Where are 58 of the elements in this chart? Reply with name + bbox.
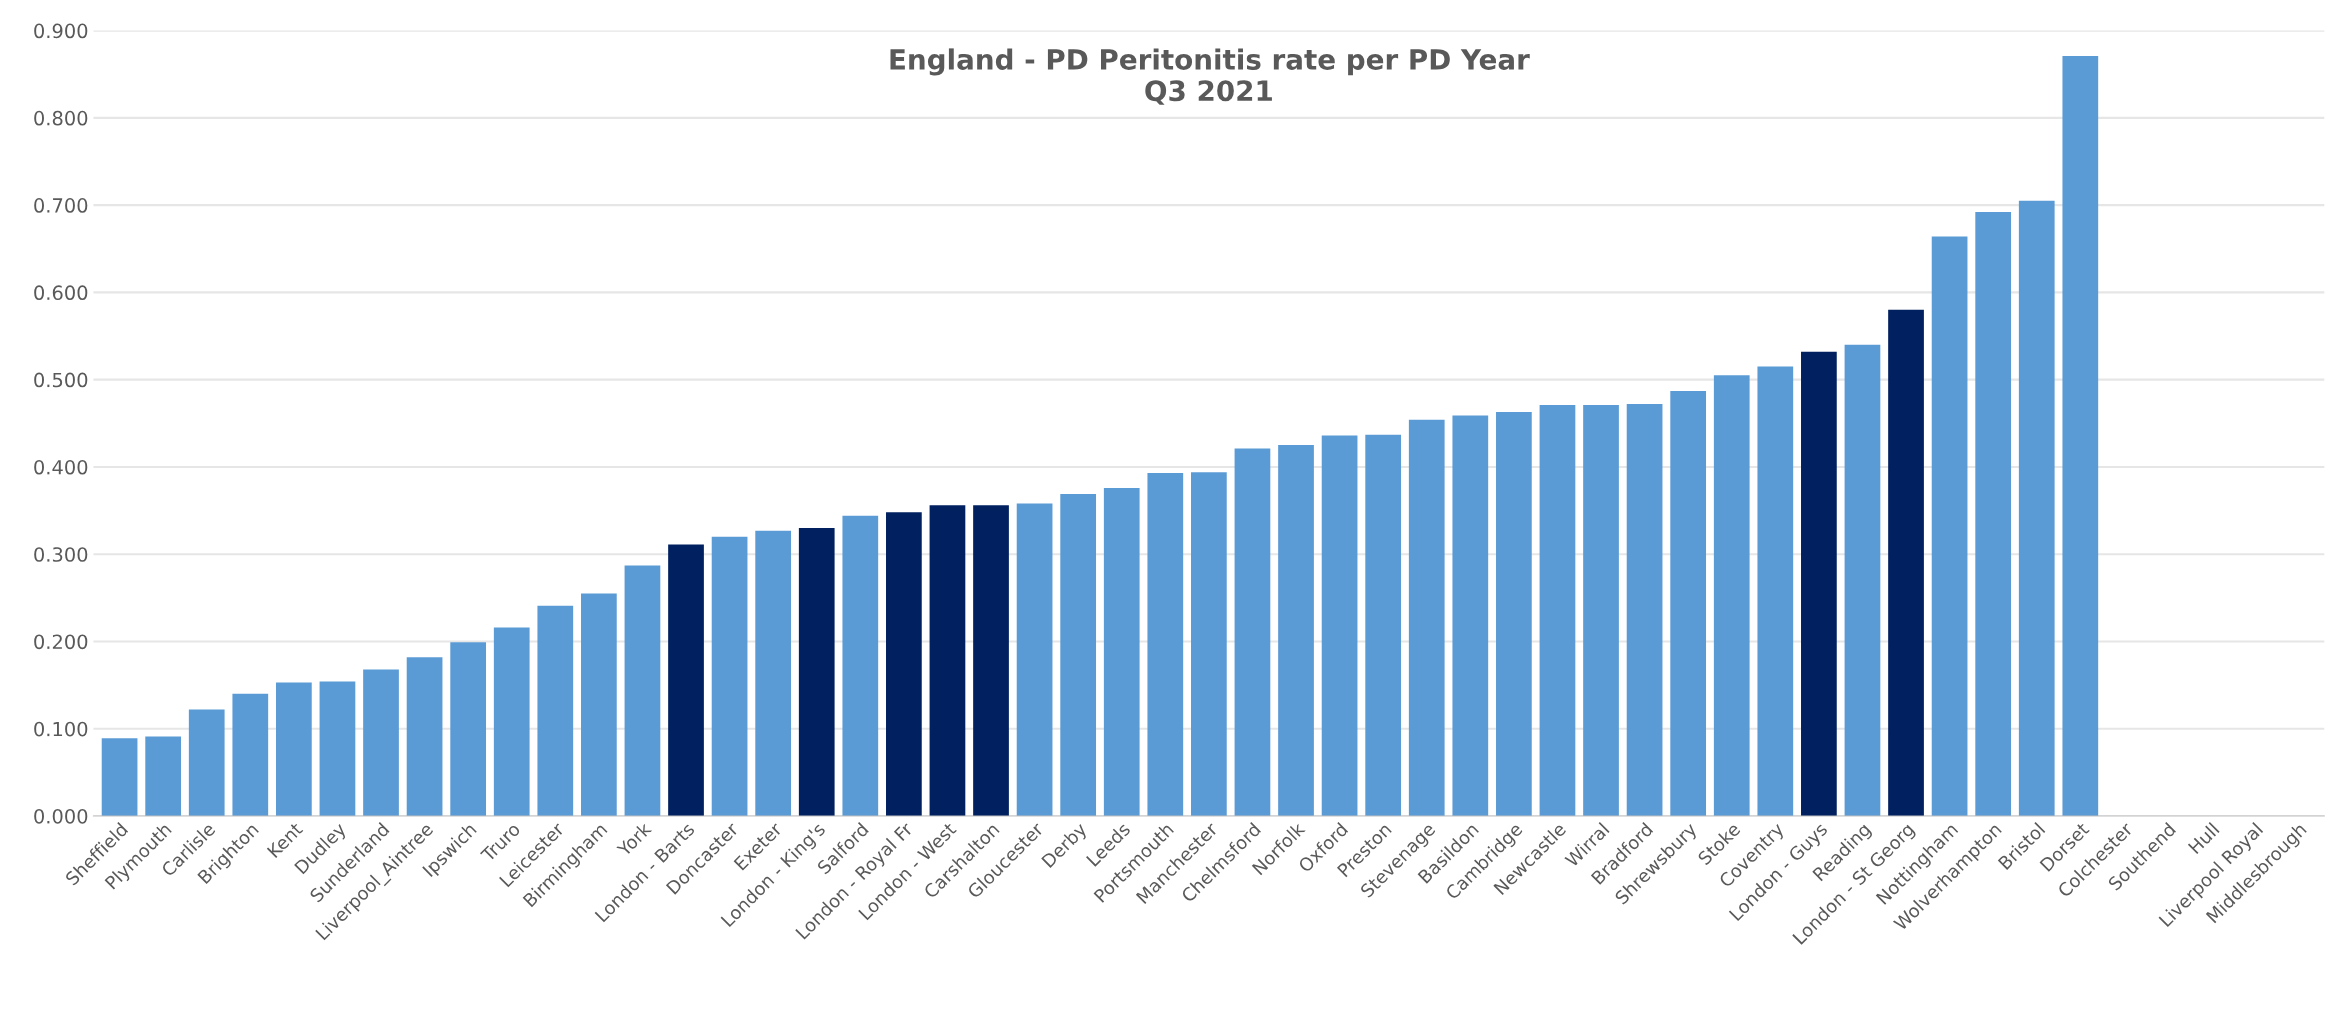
bar [363,669,399,816]
bar [886,512,922,816]
bar [929,505,966,816]
bar [1713,375,1750,816]
bar [101,738,138,816]
bar [537,605,574,816]
bar [1496,411,1532,816]
y-tick-label: 0.700 [34,198,88,213]
bar [1103,487,1140,816]
bar [668,544,704,816]
bar [1844,344,1881,816]
bar [1147,473,1184,816]
bar [1931,236,1968,816]
y-tick-label: 0.900 [34,23,88,39]
y-tick-label: 0.500 [34,372,88,388]
bar [1278,445,1314,816]
bar [1365,434,1402,816]
bar [1626,404,1663,816]
bar [711,536,748,816]
x-tick-label: York [615,820,653,858]
bar [1060,493,1097,816]
y-tick-label: 0.100 [34,721,88,737]
bar [232,693,269,816]
y-tick-label: 0.400 [34,459,88,475]
bar [319,681,356,816]
bar [842,515,879,816]
bar [973,505,1009,816]
bar [1888,309,1924,816]
bar [1757,366,1794,816]
bar [188,709,225,816]
y-tick-label: 0.800 [34,110,88,126]
bar [2062,55,2099,816]
bar [1801,351,1837,816]
bar [276,682,312,816]
y-tick-label: 0.000 [34,808,88,824]
bar [145,736,182,816]
bar [2018,200,2055,816]
y-tick-label: 0.300 [34,547,88,562]
bar [406,657,443,816]
bar [1452,415,1489,816]
bar [450,642,487,816]
bar [1191,472,1227,816]
bar [798,528,835,816]
bar [1539,404,1576,816]
bar [1670,391,1707,816]
bar [1975,212,2012,816]
y-tick-label: 0.600 [34,285,88,301]
bar [1583,404,1619,816]
text: England - PD Peritonitis rate per PD Year Q3 2021 [890,48,1530,105]
bar [493,627,530,816]
bar [1321,435,1358,816]
bar [1016,503,1053,816]
bar [624,565,661,816]
bar [755,530,792,816]
bar [1234,448,1271,816]
y-tick-label: 0.200 [34,634,88,650]
bar [1408,419,1445,816]
bar [581,593,617,816]
